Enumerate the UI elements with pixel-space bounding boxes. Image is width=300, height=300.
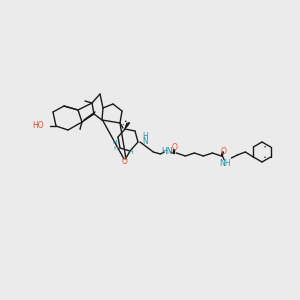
Text: •: • — [123, 119, 127, 124]
Text: N: N — [142, 136, 148, 146]
Text: NH: NH — [219, 159, 230, 168]
Text: O: O — [220, 146, 226, 155]
Text: •: • — [79, 129, 81, 133]
Text: O: O — [122, 157, 128, 166]
Text: O: O — [171, 142, 177, 152]
Text: H: H — [142, 132, 148, 141]
Text: HN: HN — [162, 148, 173, 157]
Text: •: • — [122, 124, 124, 128]
Text: HO: HO — [32, 122, 44, 130]
Text: H: H — [112, 140, 117, 146]
Text: H: H — [113, 146, 118, 152]
Text: H: H — [129, 151, 134, 155]
